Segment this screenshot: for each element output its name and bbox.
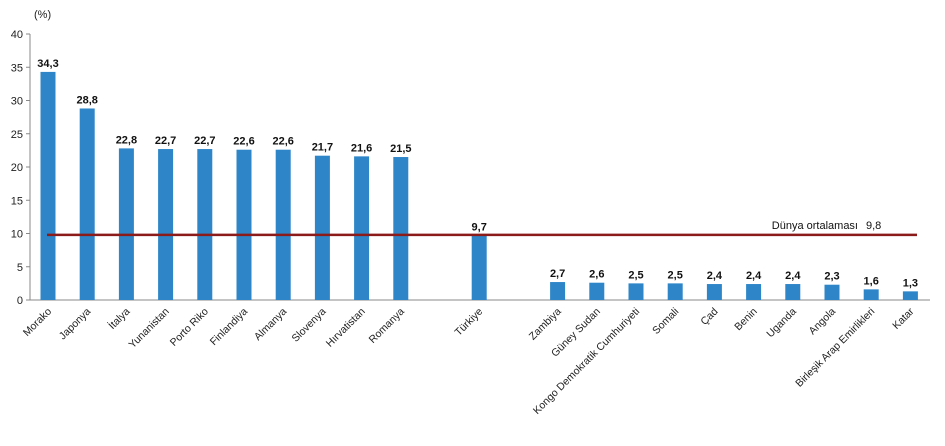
y-tick-label: 30 xyxy=(11,96,23,108)
bar xyxy=(746,284,762,300)
world-average-line-group: Dünya ortalaması 9,8 xyxy=(47,220,917,237)
bar xyxy=(275,149,291,300)
bar-value-label: 21,7 xyxy=(312,142,333,154)
bar-value-label: 2,5 xyxy=(668,269,683,281)
world-average-value: 9,8 xyxy=(866,220,881,232)
bar-value-label: 21,5 xyxy=(390,143,411,155)
bar xyxy=(706,284,722,300)
category-label: Porto Riko xyxy=(168,306,211,349)
chart-bars: 34,3 Morako 28,8 Japonya 22,8 İtalya 22,7 Yunan… xyxy=(21,58,918,417)
bar-value-label: 28,8 xyxy=(76,94,97,106)
y-tick-label: 25 xyxy=(11,129,23,141)
bar xyxy=(118,148,134,300)
bar xyxy=(902,291,918,300)
bar-value-label: 2,4 xyxy=(785,270,801,282)
world-average-label: Dünya ortalaması xyxy=(772,220,858,232)
bar-value-label: 2,6 xyxy=(589,269,604,281)
category-label: Çad xyxy=(698,306,720,328)
bar-value-label: 21,6 xyxy=(351,142,372,154)
category-label: Almanya xyxy=(252,306,289,343)
bar xyxy=(824,284,840,300)
bar xyxy=(354,156,370,300)
bar xyxy=(79,108,95,300)
bar-value-label: 34,3 xyxy=(37,58,58,70)
bar xyxy=(40,71,56,300)
category-label: Angola xyxy=(807,306,839,338)
bar xyxy=(314,155,330,300)
bar xyxy=(236,149,252,300)
bar xyxy=(589,282,605,300)
bar-value-label: 22,6 xyxy=(233,136,254,148)
bar xyxy=(863,289,879,300)
bar xyxy=(550,282,566,300)
bar xyxy=(197,149,213,300)
bar xyxy=(628,283,644,300)
y-axis-unit-label: (%) xyxy=(34,9,51,21)
category-label: Zambiya xyxy=(527,306,564,343)
bar xyxy=(393,157,409,300)
y-tick-label: 10 xyxy=(11,229,23,241)
category-label: Benin xyxy=(732,306,760,334)
bar xyxy=(158,149,174,300)
bar-value-label: 22,7 xyxy=(194,135,215,147)
category-label: Japonya xyxy=(57,306,94,343)
category-label: Katar xyxy=(890,305,917,332)
category-label: Morako xyxy=(21,306,54,339)
category-label: Hırvatistan xyxy=(324,306,368,350)
category-label: Somali xyxy=(650,306,681,337)
y-tick-label: 5 xyxy=(17,262,23,274)
bar-value-label: 2,4 xyxy=(746,270,762,282)
y-tick-label: 15 xyxy=(11,195,23,207)
category-label: Yunanistan xyxy=(126,306,171,351)
y-tick-label: 0 xyxy=(17,295,23,307)
bar xyxy=(785,284,801,300)
category-label: Birleşik Arap Emirlikleri xyxy=(793,306,877,390)
bar-value-label: 22,6 xyxy=(272,136,293,148)
y-tick-label: 35 xyxy=(11,62,23,74)
bar-value-label: 2,5 xyxy=(628,269,643,281)
category-label: İtalya xyxy=(106,305,133,332)
category-label: Türkiye xyxy=(452,306,485,339)
bar-value-label: 22,8 xyxy=(116,134,137,146)
bar-value-label: 1,3 xyxy=(903,277,918,289)
category-label: Uganda xyxy=(764,306,799,341)
category-label: Slovenya xyxy=(289,306,328,345)
y-tick-label: 20 xyxy=(11,162,23,174)
bar-value-label: 9,7 xyxy=(472,221,487,233)
bar xyxy=(667,283,683,300)
category-label: Romanya xyxy=(367,306,407,346)
y-tick-label: 40 xyxy=(11,29,23,41)
bar xyxy=(471,235,487,300)
bar-value-label: 22,7 xyxy=(155,135,176,147)
bar-value-label: 1,6 xyxy=(864,275,879,287)
bar-value-label: 2,4 xyxy=(707,270,723,282)
chart-axes: (%) 0 5 10 15 20 25 30 35 40 xyxy=(11,9,930,307)
bar-value-label: 2,3 xyxy=(824,271,839,283)
bar-value-label: 2,7 xyxy=(550,268,565,280)
category-label: Finlandiya xyxy=(208,306,250,348)
